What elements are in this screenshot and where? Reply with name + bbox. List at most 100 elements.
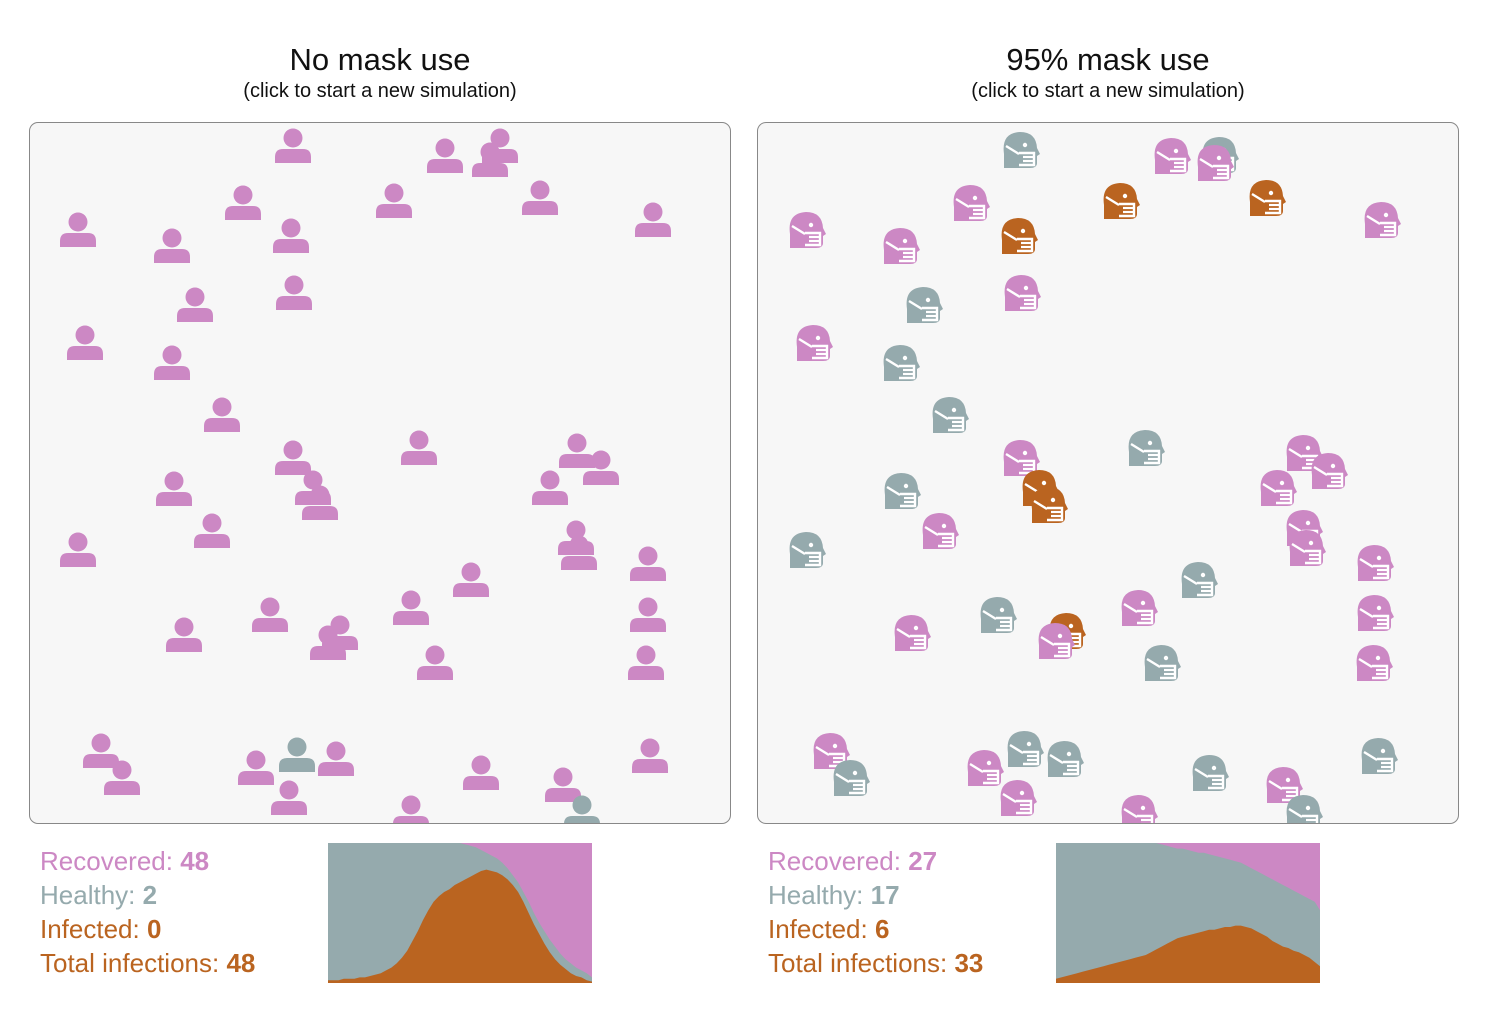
- agent: [275, 128, 311, 163]
- person-icon: [302, 485, 338, 520]
- recovered-stat: Recovered: 48: [40, 844, 330, 878]
- masked-head-icon: [1154, 138, 1191, 174]
- agent: [1357, 595, 1394, 631]
- agent: [883, 228, 920, 264]
- agent: [318, 741, 354, 776]
- total-infections-label: Total infections:: [40, 948, 227, 978]
- recovered-count: 27: [908, 846, 938, 876]
- agent: [393, 795, 429, 823]
- masked-head-icon: [883, 345, 920, 381]
- agent: [427, 138, 463, 173]
- person-icon: [310, 625, 346, 660]
- masked-head-icon: [922, 513, 959, 549]
- masked-head-icon: [1003, 440, 1040, 476]
- infected-stat: Infected: 6: [768, 912, 1058, 946]
- recovered-area: [328, 843, 592, 978]
- infected-area: [1056, 925, 1320, 983]
- panel-title: No mask use: [289, 42, 471, 77]
- agent: [932, 397, 969, 433]
- agent: [177, 287, 213, 322]
- agent: [1003, 440, 1040, 476]
- agent: [1266, 767, 1303, 803]
- agent: [1154, 138, 1191, 174]
- simulation-canvas-mask[interactable]: [757, 122, 1459, 824]
- agent: [1031, 487, 1068, 523]
- masked-head-icon: [906, 287, 943, 323]
- agent: [302, 485, 338, 520]
- masked-head-icon: [1103, 183, 1140, 219]
- person-icon: [273, 218, 309, 253]
- recovered-stat: Recovered: 27: [768, 844, 1058, 878]
- masked-head-icon: [1121, 795, 1158, 823]
- agent: [1286, 795, 1323, 823]
- population-layer: [60, 128, 671, 823]
- agent: [561, 535, 597, 570]
- infected-count: 0: [146, 914, 162, 944]
- agent: [1249, 180, 1286, 216]
- masked-head-icon: [789, 532, 826, 568]
- person-icon: [630, 546, 666, 581]
- person-icon: [252, 597, 288, 632]
- masked-head-icon: [967, 750, 1004, 786]
- masked-head-icon: [1003, 132, 1040, 168]
- masked-head-icon: [1356, 645, 1393, 681]
- agent: [833, 760, 870, 796]
- agent: [1260, 470, 1297, 506]
- agent: [276, 275, 312, 310]
- person-icon: [522, 180, 558, 215]
- masked-head-icon: [1364, 202, 1401, 238]
- agent: [1356, 645, 1393, 681]
- person-icon: [154, 345, 190, 380]
- agent: [417, 645, 453, 680]
- person-icon: [401, 430, 437, 465]
- epidemic-curve-chart: [328, 843, 592, 983]
- agent: [279, 737, 315, 772]
- person-icon: [376, 183, 412, 218]
- agent: [953, 185, 990, 221]
- total-infections-stat: Total infections: 48: [40, 946, 330, 980]
- agent: [273, 218, 309, 253]
- agent: [1047, 741, 1084, 777]
- person-icon: [393, 795, 429, 823]
- person-icon: [154, 228, 190, 263]
- agent: [1357, 545, 1394, 581]
- agent: [1003, 132, 1040, 168]
- panel-title: 95% mask use: [1006, 42, 1210, 77]
- agent: [1311, 453, 1348, 489]
- person-icon: [67, 325, 103, 360]
- agent: [67, 325, 103, 360]
- agent: [1144, 645, 1181, 681]
- masked-head-icon: [1128, 430, 1165, 466]
- person-icon: [83, 733, 119, 768]
- panel-subtitle: (click to start a new simulation): [971, 80, 1245, 102]
- total-infections-count: 33: [954, 948, 984, 978]
- masked-head-icon: [1260, 470, 1297, 506]
- total-infections-stat: Total infections: 33: [768, 946, 1058, 980]
- recovered-label: Recovered:: [40, 846, 181, 876]
- masked-head-icon: [1286, 795, 1323, 823]
- agent: [894, 615, 931, 651]
- recovered-area: [1056, 843, 1320, 911]
- person-icon: [177, 287, 213, 322]
- agent: [559, 433, 595, 468]
- agent: [1007, 731, 1044, 767]
- agent: [472, 142, 508, 177]
- agent: [1181, 562, 1218, 598]
- infected-stat: Infected: 0: [40, 912, 330, 946]
- agent: [884, 473, 921, 509]
- person-icon: [156, 471, 192, 506]
- person-icon: [393, 590, 429, 625]
- agent: [522, 180, 558, 215]
- masked-head-icon: [1311, 453, 1348, 489]
- agent: [1000, 780, 1037, 816]
- stats-legend: Recovered: 48 Healthy: 2 Infected: 0 Tot…: [40, 844, 330, 980]
- agent: [545, 767, 581, 802]
- person-icon: [561, 535, 597, 570]
- total-infections-label: Total infections:: [768, 948, 955, 978]
- agent: [60, 532, 96, 567]
- agent: [463, 755, 499, 790]
- agent: [154, 228, 190, 263]
- simulation-canvas-no-mask[interactable]: [29, 122, 731, 824]
- agent: [204, 397, 240, 432]
- agent: [401, 430, 437, 465]
